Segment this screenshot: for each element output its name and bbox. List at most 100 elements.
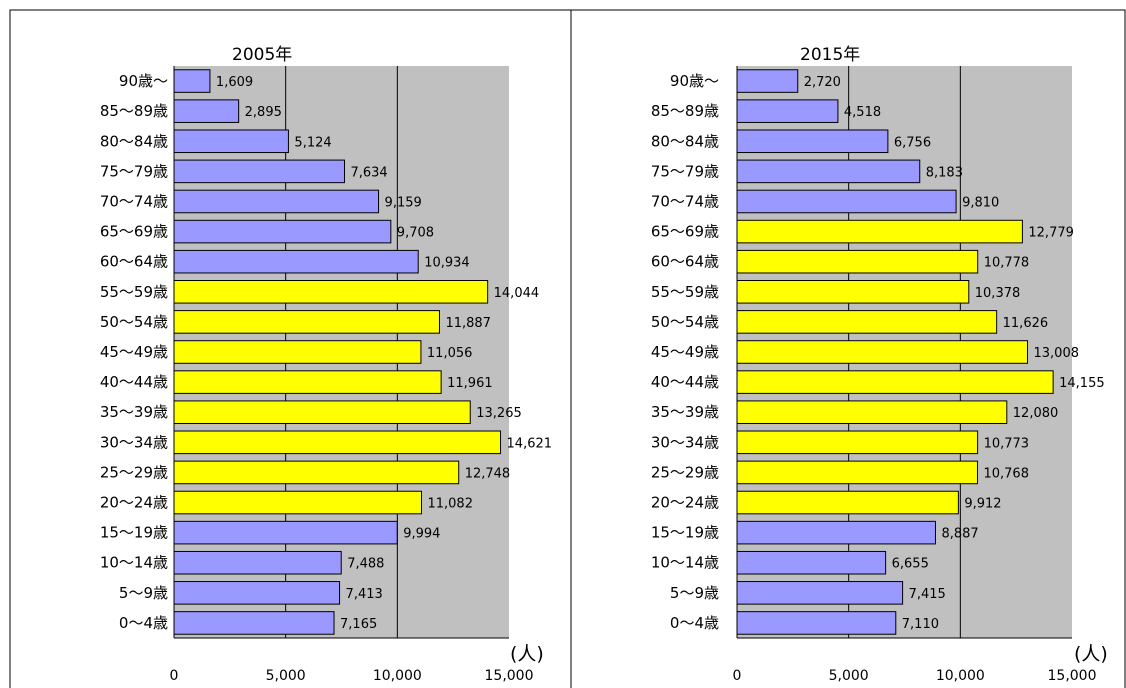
data-label: 12,748 — [465, 466, 511, 481]
data-label: 14,044 — [494, 286, 539, 301]
data-label: 13,008 — [1034, 346, 1080, 361]
bar — [173, 340, 422, 364]
bar — [173, 189, 380, 214]
bar — [736, 159, 921, 184]
category-label: 90歳～ — [670, 72, 719, 90]
data-label: 8,887 — [941, 527, 978, 542]
category-label: 65～69歳 — [100, 223, 168, 241]
category-label: 15～19歳 — [100, 524, 168, 542]
data-label: 7,488 — [347, 557, 384, 572]
category-label: 5～9歳 — [670, 584, 719, 602]
data-label: 14,155 — [1059, 376, 1105, 391]
bar — [173, 99, 240, 123]
category-label: 50～54歳 — [100, 313, 168, 331]
data-label: 1,609 — [216, 75, 253, 90]
category-label: 45～49歳 — [100, 343, 168, 361]
category-label: 90歳～ — [119, 72, 168, 90]
bar — [736, 520, 936, 545]
tick-label: 15,000 — [485, 668, 534, 684]
unit-label: (人) — [510, 643, 544, 665]
bar — [736, 460, 978, 485]
category-label: 55～59歳 — [100, 283, 168, 301]
category-label: 40～44歳 — [100, 373, 168, 391]
unit-label: (人) — [1074, 643, 1108, 665]
bar — [173, 280, 489, 304]
bar — [736, 129, 889, 154]
category-label: 60～64歳 — [651, 253, 719, 271]
bar — [736, 611, 897, 635]
chart-title: 2015年 — [800, 45, 860, 65]
bar — [736, 69, 799, 93]
category-label: 85～89歳 — [100, 102, 168, 120]
data-label: 11,961 — [447, 376, 493, 391]
bar — [173, 611, 335, 635]
tick-label: 10,000 — [373, 668, 422, 684]
bar — [736, 581, 904, 605]
bar — [736, 249, 979, 274]
bar — [736, 189, 957, 214]
outer-border — [9, 9, 1126, 688]
data-label: 11,887 — [445, 316, 491, 331]
data-label: 11,082 — [427, 497, 473, 512]
chart-panel-2005: 1,609 90歳～ 2,895 85～89歳 5,124 80～84歳 7,634 75～7… — [100, 45, 552, 684]
bar — [173, 129, 289, 154]
bar — [173, 581, 341, 605]
category-label: 75～79歳 — [100, 162, 168, 180]
tick-label: 0 — [733, 668, 742, 684]
data-label: 13,265 — [476, 406, 522, 421]
chart-title: 2005年 — [232, 45, 292, 65]
tick-label: 5,000 — [266, 668, 306, 684]
bar — [173, 69, 211, 93]
category-label: 0～4歳 — [119, 614, 168, 632]
data-label: 5,124 — [294, 135, 331, 150]
category-label: 50～54歳 — [651, 313, 719, 331]
data-label: 10,378 — [975, 286, 1021, 301]
data-label: 2,720 — [804, 75, 841, 90]
bar — [736, 550, 887, 575]
bar — [173, 370, 442, 394]
data-label: 8,183 — [926, 165, 963, 180]
data-label: 2,895 — [245, 105, 282, 120]
bar — [736, 280, 970, 304]
category-label: 40～44歳 — [651, 373, 719, 391]
category-label: 5～9歳 — [119, 584, 168, 602]
bar — [736, 340, 1029, 364]
bar — [736, 370, 1054, 394]
data-label: 7,110 — [902, 617, 939, 632]
data-label: 10,778 — [984, 256, 1030, 271]
data-label: 9,912 — [964, 497, 1001, 512]
bar — [173, 490, 422, 515]
category-label: 70～74歳 — [100, 192, 168, 210]
data-label: 12,080 — [1013, 406, 1059, 421]
data-label: 9,810 — [962, 195, 999, 210]
chart-panel-2015: 2,720 90歳～ 4,518 85～89歳 6,756 80～84歳 8,183 75～7… — [651, 45, 1108, 684]
category-label: 30～34歳 — [100, 433, 168, 451]
data-label: 11,056 — [427, 346, 473, 361]
bar — [736, 310, 998, 334]
category-label: 20～24歳 — [100, 494, 168, 512]
bar — [173, 550, 342, 575]
data-label: 6,756 — [894, 135, 931, 150]
data-label: 6,655 — [892, 557, 929, 572]
bar — [173, 430, 502, 455]
bar — [173, 520, 398, 545]
category-label: 65～69歳 — [651, 223, 719, 241]
data-label: 10,934 — [424, 256, 470, 271]
data-label: 11,626 — [1003, 316, 1049, 331]
category-label: 55～59歳 — [651, 283, 719, 301]
category-label: 70～74歳 — [651, 192, 719, 210]
bar — [173, 400, 471, 424]
tick-label: 0 — [170, 668, 179, 684]
bar — [736, 99, 839, 123]
category-label: 85～89歳 — [651, 102, 719, 120]
category-label: 20～24歳 — [651, 494, 719, 512]
category-label: 35～39歳 — [651, 403, 719, 421]
bar — [736, 490, 959, 515]
tick-label: 15,000 — [1048, 668, 1097, 684]
bar — [173, 249, 419, 274]
bar — [736, 219, 1023, 244]
data-label: 7,634 — [350, 165, 387, 180]
category-label: 15～19歳 — [651, 524, 719, 542]
data-label: 12,779 — [1028, 226, 1074, 241]
